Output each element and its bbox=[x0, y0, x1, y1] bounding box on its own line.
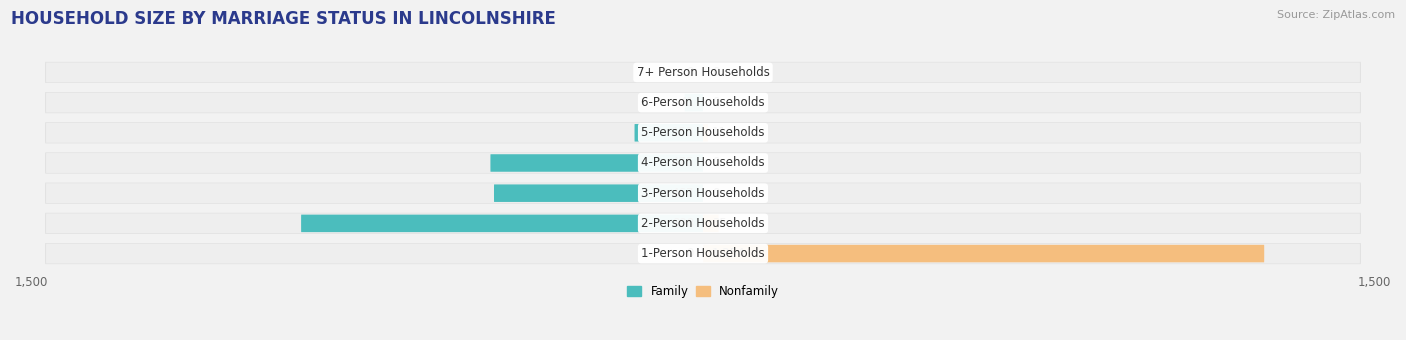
Legend: Family, Nonfamily: Family, Nonfamily bbox=[621, 280, 785, 303]
Text: 41: 41 bbox=[679, 96, 695, 109]
FancyBboxPatch shape bbox=[45, 92, 1361, 113]
FancyBboxPatch shape bbox=[46, 92, 1360, 113]
Text: 1-Person Households: 1-Person Households bbox=[641, 247, 765, 260]
FancyBboxPatch shape bbox=[494, 184, 703, 202]
FancyBboxPatch shape bbox=[703, 245, 1264, 262]
FancyBboxPatch shape bbox=[45, 62, 1361, 83]
FancyBboxPatch shape bbox=[703, 124, 709, 141]
Text: 6-Person Households: 6-Person Households bbox=[641, 96, 765, 109]
FancyBboxPatch shape bbox=[45, 152, 1361, 173]
Text: 3-Person Households: 3-Person Households bbox=[641, 187, 765, 200]
Text: 1,254: 1,254 bbox=[711, 247, 745, 260]
Text: 4-Person Households: 4-Person Households bbox=[641, 156, 765, 169]
FancyBboxPatch shape bbox=[45, 122, 1361, 143]
Text: 0: 0 bbox=[686, 247, 695, 260]
FancyBboxPatch shape bbox=[46, 63, 1360, 82]
Text: 0: 0 bbox=[711, 96, 720, 109]
Text: 11: 11 bbox=[711, 126, 727, 139]
Text: 0: 0 bbox=[711, 66, 720, 79]
Text: 475: 475 bbox=[672, 156, 695, 169]
Text: 35: 35 bbox=[711, 217, 727, 230]
FancyBboxPatch shape bbox=[685, 94, 703, 112]
Text: 153: 153 bbox=[672, 126, 695, 139]
Text: 0: 0 bbox=[711, 156, 720, 169]
Text: 7+ Person Households: 7+ Person Households bbox=[637, 66, 769, 79]
FancyBboxPatch shape bbox=[491, 154, 703, 172]
Text: 0: 0 bbox=[686, 66, 695, 79]
FancyBboxPatch shape bbox=[634, 124, 703, 141]
FancyBboxPatch shape bbox=[301, 215, 703, 232]
Text: 5-Person Households: 5-Person Households bbox=[641, 126, 765, 139]
FancyBboxPatch shape bbox=[46, 123, 1360, 143]
FancyBboxPatch shape bbox=[46, 243, 1360, 264]
Text: 467: 467 bbox=[672, 187, 695, 200]
FancyBboxPatch shape bbox=[45, 243, 1361, 264]
FancyBboxPatch shape bbox=[45, 183, 1361, 204]
Text: Source: ZipAtlas.com: Source: ZipAtlas.com bbox=[1277, 10, 1395, 20]
Text: 2-Person Households: 2-Person Households bbox=[641, 217, 765, 230]
FancyBboxPatch shape bbox=[703, 215, 718, 232]
FancyBboxPatch shape bbox=[46, 153, 1360, 173]
FancyBboxPatch shape bbox=[45, 213, 1361, 234]
FancyBboxPatch shape bbox=[46, 214, 1360, 233]
FancyBboxPatch shape bbox=[46, 183, 1360, 203]
Text: 898: 898 bbox=[672, 217, 695, 230]
Text: HOUSEHOLD SIZE BY MARRIAGE STATUS IN LINCOLNSHIRE: HOUSEHOLD SIZE BY MARRIAGE STATUS IN LIN… bbox=[11, 10, 557, 28]
Text: 0: 0 bbox=[711, 187, 720, 200]
